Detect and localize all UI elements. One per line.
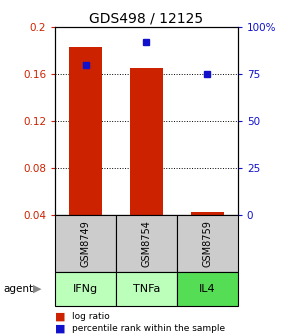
Text: IL4: IL4 [199,284,216,294]
Text: ■: ■ [55,312,66,322]
Bar [177,215,238,272]
Title: GDS498 / 12125: GDS498 / 12125 [89,12,204,26]
Text: log ratio: log ratio [72,312,110,321]
Bar [116,272,177,306]
Bar [69,47,102,215]
Text: percentile rank within the sample: percentile rank within the sample [72,324,226,333]
Bar [55,272,116,306]
Text: agent: agent [3,284,33,294]
Text: ■: ■ [55,324,66,334]
Bar [177,272,238,306]
Bar [130,68,163,215]
Text: GSM8754: GSM8754 [142,220,151,267]
Text: ▶: ▶ [33,284,42,294]
Text: IFNg: IFNg [73,284,98,294]
Text: GSM8759: GSM8759 [202,220,212,267]
Bar [55,215,116,272]
Text: GSM8749: GSM8749 [81,220,90,267]
Bar [191,212,224,215]
Text: TNFa: TNFa [133,284,160,294]
Bar [116,215,177,272]
